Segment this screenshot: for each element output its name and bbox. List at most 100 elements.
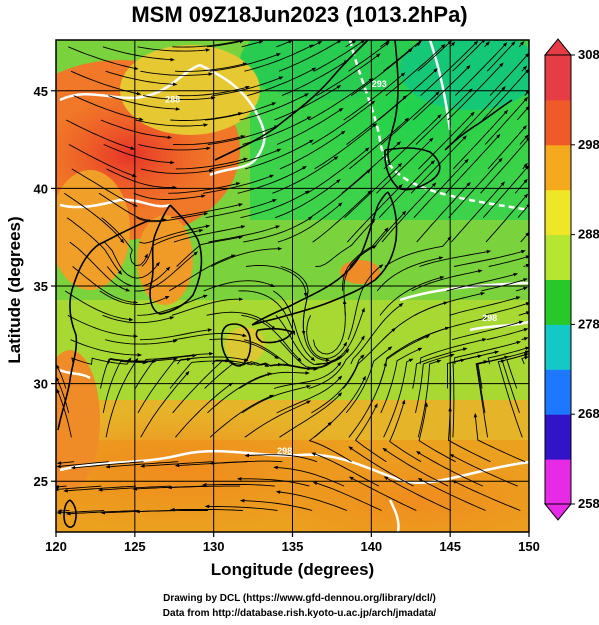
colorbar-bottom-arrow [543,503,573,521]
streamline [480,136,529,194]
streamline [56,461,109,469]
streamline [168,254,236,292]
streamline [103,144,175,165]
credit-data: Data from http://database.rish.kyoto-u.a… [162,608,437,619]
y-tick-label: 25 [34,474,48,489]
streamline [56,364,67,389]
streamline [312,190,372,243]
streamline [239,371,310,389]
streamline [382,40,423,72]
streamline [473,412,526,463]
map-title: MSM 09Z18Jun2023 (1013.2hPa) [131,2,468,27]
streamline [65,119,136,150]
x-axis-ticks: 120 125 130 135 140 145 150 [45,532,540,554]
streamline [515,286,528,292]
streamline [210,148,282,170]
streamline [410,135,467,194]
streamline [279,130,346,170]
streamline [346,183,403,243]
streamline [239,93,310,121]
streamline [279,392,343,438]
streamline [206,40,245,48]
colorbar-frame [544,54,572,505]
colorbar-tick-label: 268 [578,406,599,421]
colorbar-segment [545,414,571,460]
streamline [306,315,348,360]
streamline [137,46,211,52]
streamline [245,139,314,170]
streamline [419,249,492,267]
streamline [452,358,466,438]
x-tick-label: 145 [439,539,461,554]
colorbar-tick-label: 258 [578,496,599,511]
streamline [308,335,365,389]
streamline [454,42,508,96]
streamline [354,403,387,463]
streamline [73,95,144,121]
colorbar: 258 268 278 288 298 308 [543,38,599,521]
x-tick-label: 135 [282,539,304,554]
streamline [212,76,284,97]
streamline [174,332,247,341]
streamline [454,340,522,365]
streamline [276,107,344,145]
streamline [312,481,382,511]
streamline [206,311,276,330]
streamline [56,388,72,438]
streamline [514,178,528,194]
streamline [380,40,391,48]
streamline [240,190,310,219]
streamline [70,70,142,96]
streamline [177,85,251,97]
streamline [207,125,279,145]
streamline [521,355,529,365]
streamline [313,375,366,438]
streamline [415,353,455,413]
streamline [244,453,318,463]
streamline [417,359,442,438]
streamline [376,256,444,292]
streamline [139,328,213,341]
streamline [378,159,435,219]
streamline [311,452,380,487]
streamline [134,353,197,389]
streamline [518,41,525,48]
colorbar-segment [545,369,571,415]
colorbar-top-arrow [543,38,573,56]
streamline [350,48,413,96]
streamline [347,264,384,340]
streamline [488,255,529,267]
contour-labels: 288 293 298 298 [165,79,497,456]
streamline [105,461,179,469]
streamline [70,339,143,357]
streamline [238,290,296,336]
streamline [451,320,524,341]
streamline [101,217,148,267]
streamline [56,461,75,465]
y-tick-label: 40 [34,181,48,196]
streamline [316,53,381,96]
streamline [348,446,414,487]
streamline [102,46,175,62]
wind-streamlines [56,40,529,516]
streamline [175,382,234,438]
colorbar-segment [545,234,571,280]
streamline [139,224,211,244]
streamline [518,311,529,316]
streamline [417,478,486,511]
streamline [138,144,211,151]
streamline [140,370,190,438]
streamline [377,335,431,389]
streamline [247,67,317,97]
streamline [105,357,139,438]
streamline [174,62,248,72]
streamline [135,119,209,127]
streamline [486,328,529,341]
streamline [519,134,529,145]
streamline [413,158,469,219]
streamline [497,359,523,438]
streamline [173,135,246,146]
streamline [450,181,505,243]
streamline [280,266,309,336]
streamline [446,350,500,389]
